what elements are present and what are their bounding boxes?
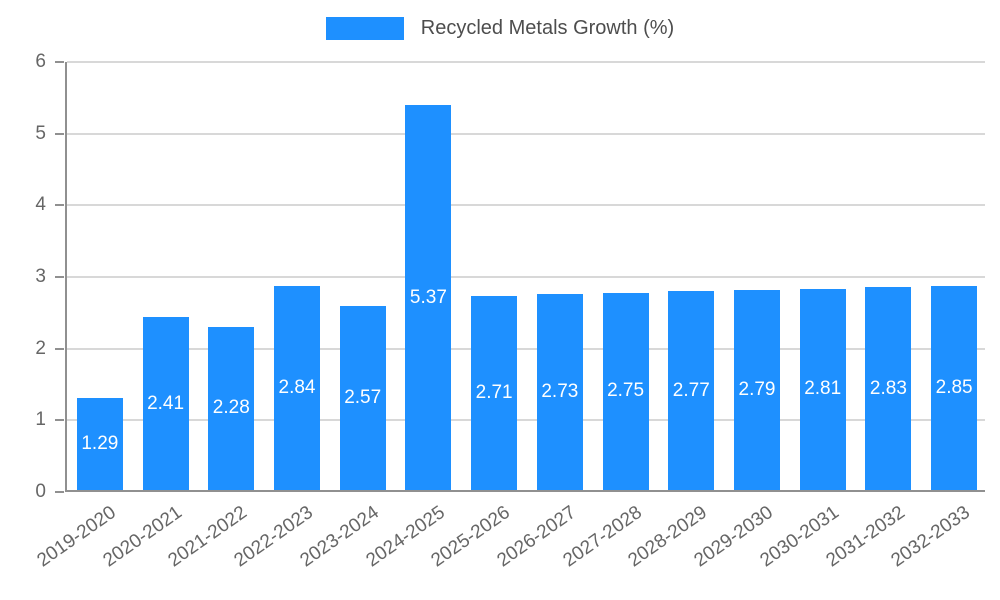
bar-value-label: 2.84 <box>278 377 316 399</box>
bar-2024-2025[interactable]: 5.37 <box>405 105 452 490</box>
bar-value-label: 2.83 <box>869 377 907 399</box>
y-tick <box>55 276 64 278</box>
bar-2019-2020[interactable]: 1.29 <box>76 397 123 490</box>
bar-value-label: 2.71 <box>475 381 513 403</box>
bar-value-label: 2.75 <box>607 380 645 402</box>
y-axis-tick-label: 3 <box>35 266 46 287</box>
bar-2022-2023[interactable]: 2.84 <box>274 286 320 490</box>
legend[interactable]: Recycled Metals Growth (%) <box>0 14 1000 42</box>
bar-value-label: 2.77 <box>672 379 710 401</box>
bar-value-label: 2.81 <box>804 378 842 400</box>
y-tick <box>55 61 64 63</box>
bar-value-label: 2.28 <box>212 397 250 419</box>
gridline <box>67 204 985 207</box>
bar-value-label: 5.37 <box>409 286 447 308</box>
y-axis-tick-label: 2 <box>35 337 46 359</box>
legend-label: Recycled Metals Growth (%) <box>420 16 675 39</box>
bar-2026-2027[interactable]: 2.73 <box>536 294 583 490</box>
bar-value-label: 2.85 <box>935 376 973 398</box>
bar-value-label: 1.29 <box>81 432 119 454</box>
y-axis-tick-label: 4 <box>35 194 46 216</box>
bar-2021-2022[interactable]: 2.28 <box>208 326 255 490</box>
y-tick <box>55 419 64 422</box>
bar-value-label: 2.79 <box>738 379 776 401</box>
bar-2032-2033[interactable]: 2.85 <box>931 285 978 490</box>
y-tick <box>55 132 64 135</box>
gridline <box>67 347 985 350</box>
gridline <box>67 132 985 135</box>
bar-2027-2028[interactable]: 2.75 <box>602 292 649 490</box>
bar-value-label: 2.57 <box>344 386 382 408</box>
bar-value-label: 2.41 <box>147 392 185 414</box>
bar-2023-2024[interactable]: 2.57 <box>339 305 386 490</box>
bar-2028-2029[interactable]: 2.77 <box>668 291 715 490</box>
legend-swatch <box>325 16 404 40</box>
bar-2030-2031[interactable]: 2.81 <box>799 288 846 490</box>
bar-2029-2030[interactable]: 2.79 <box>734 290 780 490</box>
bar-2025-2026[interactable]: 2.71 <box>471 295 518 490</box>
gridline <box>67 419 985 422</box>
y-tick <box>55 347 64 350</box>
y-tick <box>55 204 64 207</box>
y-axis-tick-label: 6 <box>35 51 46 72</box>
bar-2031-2032[interactable]: 2.83 <box>865 287 912 490</box>
y-tick <box>55 491 64 493</box>
y-axis-tick-label: 0 <box>35 481 46 502</box>
y-axis-tick-label: 5 <box>35 122 46 144</box>
y-axis-tick-label: 1 <box>35 409 46 431</box>
gridline <box>67 61 985 63</box>
bar-2020-2021[interactable]: 2.41 <box>142 317 189 490</box>
bar-value-label: 2.73 <box>541 381 579 403</box>
plot-area: 1.29 2.41 2.28 2.84 2.57 5.37 2.71 2.73 2.75 2.77… <box>65 61 985 492</box>
gridline <box>67 276 985 278</box>
